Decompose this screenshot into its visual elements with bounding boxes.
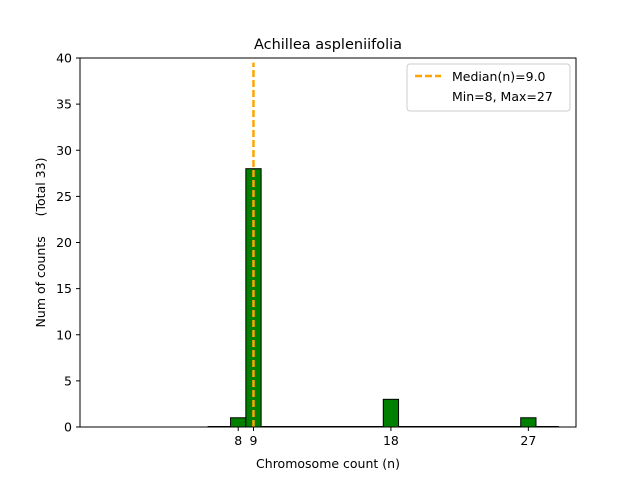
x-axis-label: Chromosome count (n) xyxy=(256,456,400,471)
histogram-bar xyxy=(382,398,400,428)
x-tick-label: 27 xyxy=(520,433,536,448)
histogram-bar xyxy=(230,417,247,428)
y-tick-label: 40 xyxy=(56,51,72,66)
x-tick-label: 8 xyxy=(234,433,242,448)
y-tick-label: 20 xyxy=(56,235,72,250)
legend: Median(n)=9.0 Min=8, Max=27 xyxy=(406,63,571,112)
chart-title: Achillea aspleniifolia xyxy=(254,37,402,53)
legend-box xyxy=(406,63,571,112)
y-tick-label: 5 xyxy=(64,373,72,388)
histogram-bar xyxy=(245,168,262,428)
y-tick-label: 0 xyxy=(64,420,72,435)
y-tick-label: 15 xyxy=(56,281,72,296)
histogram-bar xyxy=(520,417,537,428)
y-tick-label: 35 xyxy=(56,97,72,112)
y-tick-label: 30 xyxy=(56,143,72,158)
legend-median-label: Median(n)=9.0 xyxy=(452,69,546,84)
x-tick-label: 18 xyxy=(383,433,399,448)
y-tick-label: 10 xyxy=(56,327,72,342)
y-axis-label: Num of counts (Total 33) xyxy=(33,158,48,328)
x-tick-label: 9 xyxy=(250,433,258,448)
y-tick-label: 25 xyxy=(56,189,72,204)
legend-minmax-label: Min=8, Max=27 xyxy=(452,89,553,104)
